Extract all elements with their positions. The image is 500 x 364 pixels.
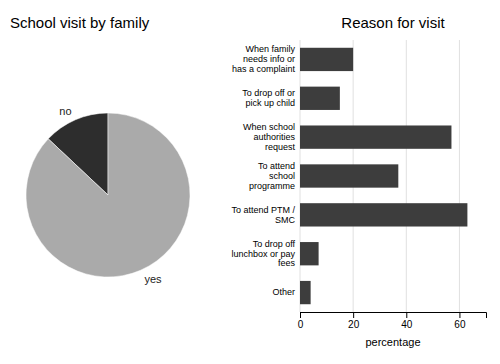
tick-label: To attend PTM /SMC bbox=[231, 205, 295, 225]
bar bbox=[300, 87, 340, 110]
bar bbox=[300, 281, 311, 304]
tick: To drop offlunchbox or payfees bbox=[231, 239, 300, 269]
x-axis: 0 20 40 60 bbox=[298, 312, 487, 330]
y-axis: When familyneeds info orhas a complaint T… bbox=[231, 41, 300, 313]
bar bbox=[300, 48, 353, 71]
pie-chart: School visit by family no yes bbox=[10, 14, 190, 285]
tick: 60 bbox=[454, 312, 466, 330]
tick-label: To attendschoolprogramme bbox=[249, 161, 295, 191]
slice-label: no bbox=[59, 105, 71, 117]
chart-title: Reason for visit bbox=[341, 14, 445, 31]
slice-label: yes bbox=[144, 273, 162, 285]
tick-mark bbox=[353, 312, 354, 318]
grid-line bbox=[459, 40, 460, 312]
tick: To attendschoolprogramme bbox=[249, 161, 300, 191]
bars bbox=[300, 48, 467, 304]
bar bbox=[300, 125, 451, 148]
pie-slice bbox=[26, 113, 190, 277]
chart-title: School visit by family bbox=[10, 14, 150, 31]
tick: Other bbox=[272, 287, 300, 297]
tick-label: 40 bbox=[401, 319, 413, 330]
bar bbox=[300, 242, 319, 265]
tick-label: To drop off orpick up child bbox=[242, 88, 295, 108]
grid bbox=[300, 40, 459, 312]
tick-label: When schoolauthoritiesrequest bbox=[243, 122, 296, 152]
axis-line bbox=[301, 313, 487, 319]
chart-container: School visit by family no yes Reason for vi… bbox=[0, 0, 500, 364]
tick-label: When familyneeds info orhas a complaint bbox=[232, 44, 296, 74]
tick-mark bbox=[300, 312, 301, 318]
tick-label: Other bbox=[272, 287, 295, 297]
tick-mark bbox=[406, 312, 407, 318]
tick: When schoolauthoritiesrequest bbox=[243, 122, 300, 152]
tick-label: 20 bbox=[348, 319, 360, 330]
bar bbox=[300, 203, 467, 226]
axis-title: percentage bbox=[365, 336, 420, 348]
bar-chart: Reason for visit 0 20 40 60 percentage When fa… bbox=[231, 14, 486, 348]
tick-label: 60 bbox=[454, 319, 466, 330]
grid-line bbox=[406, 40, 407, 312]
chart-svg: School visit by family no yes Reason for vi… bbox=[0, 0, 500, 364]
tick: To attend PTM /SMC bbox=[231, 205, 300, 225]
tick: 0 bbox=[298, 312, 304, 330]
tick: 20 bbox=[348, 312, 360, 330]
tick: 40 bbox=[401, 312, 413, 330]
tick-label: To drop offlunchbox or payfees bbox=[231, 239, 295, 269]
tick-label: 0 bbox=[298, 319, 304, 330]
tick: When familyneeds info orhas a complaint bbox=[232, 44, 300, 74]
axis-line bbox=[300, 41, 301, 313]
tick-mark bbox=[459, 312, 460, 318]
bar bbox=[300, 164, 398, 187]
tick: To drop off orpick up child bbox=[242, 88, 300, 108]
